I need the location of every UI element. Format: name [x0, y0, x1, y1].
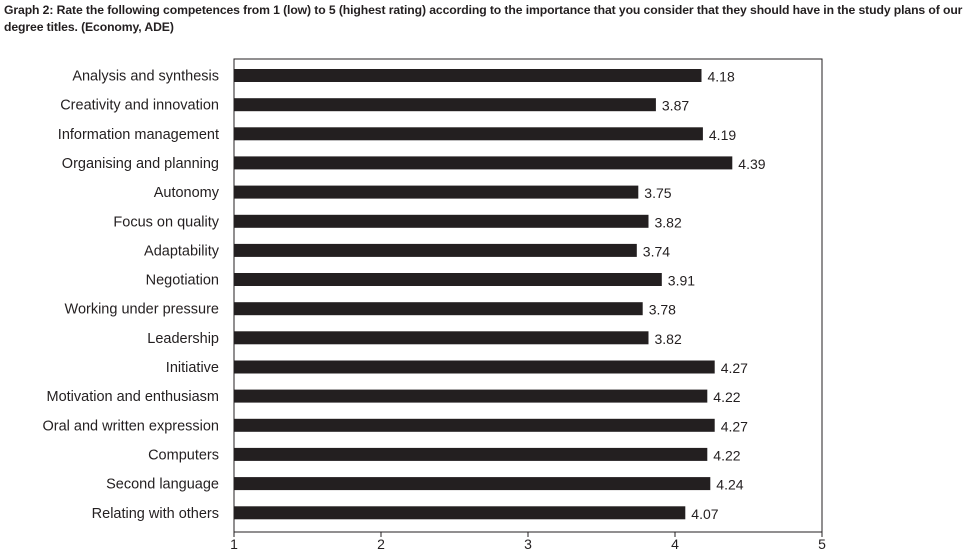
bar: [234, 214, 649, 228]
bar: [234, 127, 703, 141]
value-label: 3.87: [662, 98, 689, 114]
x-tick-label: 1: [230, 536, 238, 552]
bar: [234, 69, 702, 82]
value-label: 4.18: [708, 69, 735, 85]
category-label: Computers: [148, 447, 219, 463]
value-label: 4.27: [721, 360, 748, 376]
value-label: 4.22: [713, 389, 740, 405]
value-label: 3.78: [649, 302, 676, 318]
bar: [234, 418, 715, 432]
category-label: Organising and planning: [62, 156, 219, 172]
x-tick-label: 2: [377, 536, 385, 552]
category-label: Focus on quality: [113, 214, 219, 230]
bar: [234, 302, 643, 316]
bar: [234, 477, 711, 491]
category-label: Information management: [58, 127, 219, 143]
category-label: Leadership: [147, 331, 219, 347]
bar: [234, 506, 686, 520]
value-label: 3.74: [643, 243, 670, 259]
category-label: Autonomy: [154, 185, 220, 201]
bar: [234, 156, 733, 170]
category-label: Creativity and innovation: [60, 98, 219, 114]
value-label: 3.75: [644, 185, 671, 201]
value-label: 4.07: [691, 506, 718, 522]
x-tick-label: 3: [524, 536, 532, 552]
value-labels: 4.18 3.87 4.194.39 3.75 3.82 3.74 3.91 3.78 3.82…: [643, 69, 766, 522]
value-label: 3.82: [655, 331, 682, 347]
bar: [234, 185, 639, 199]
bars: [234, 69, 733, 520]
category-label: Analysis and synthesis: [72, 69, 219, 85]
category-label: Initiative: [166, 360, 219, 376]
value-label: 4.27: [721, 418, 748, 434]
bar: [234, 389, 708, 403]
value-label: 4.39: [738, 156, 765, 172]
category-label: Adaptability: [144, 243, 220, 259]
chart-title-text: Rate the following competences from 1 (l…: [4, 3, 963, 34]
bar: [234, 360, 715, 374]
x-tick-label: 4: [671, 536, 679, 552]
category-label: Working under pressure: [65, 302, 219, 318]
value-label: 4.22: [713, 447, 740, 463]
chart-title: Graph 2: Rate the following competences …: [4, 2, 969, 36]
chart-title-lead: Graph 2:: [4, 3, 54, 17]
value-label: 3.82: [655, 214, 682, 230]
category-label: Second language: [106, 477, 219, 493]
value-label: 4.24: [716, 477, 743, 493]
category-label: Relating with others: [92, 506, 219, 522]
category-label: Motivation and enthusiasm: [47, 389, 220, 405]
bar: [234, 98, 656, 112]
x-axis-ticks: 1 2 3 4 5: [230, 532, 826, 552]
bar: [234, 243, 637, 257]
value-label: 4.19: [709, 127, 736, 143]
category-label: Oral and written expression: [43, 418, 220, 434]
x-tick-label: 5: [818, 536, 826, 552]
category-labels: Analysis and synthesis Creativity and inn…: [43, 69, 220, 522]
bar: [234, 273, 662, 286]
bar: [234, 331, 649, 345]
value-label: 3.91: [668, 273, 695, 289]
bar: [234, 447, 708, 461]
category-label: Negotiation: [146, 273, 219, 289]
